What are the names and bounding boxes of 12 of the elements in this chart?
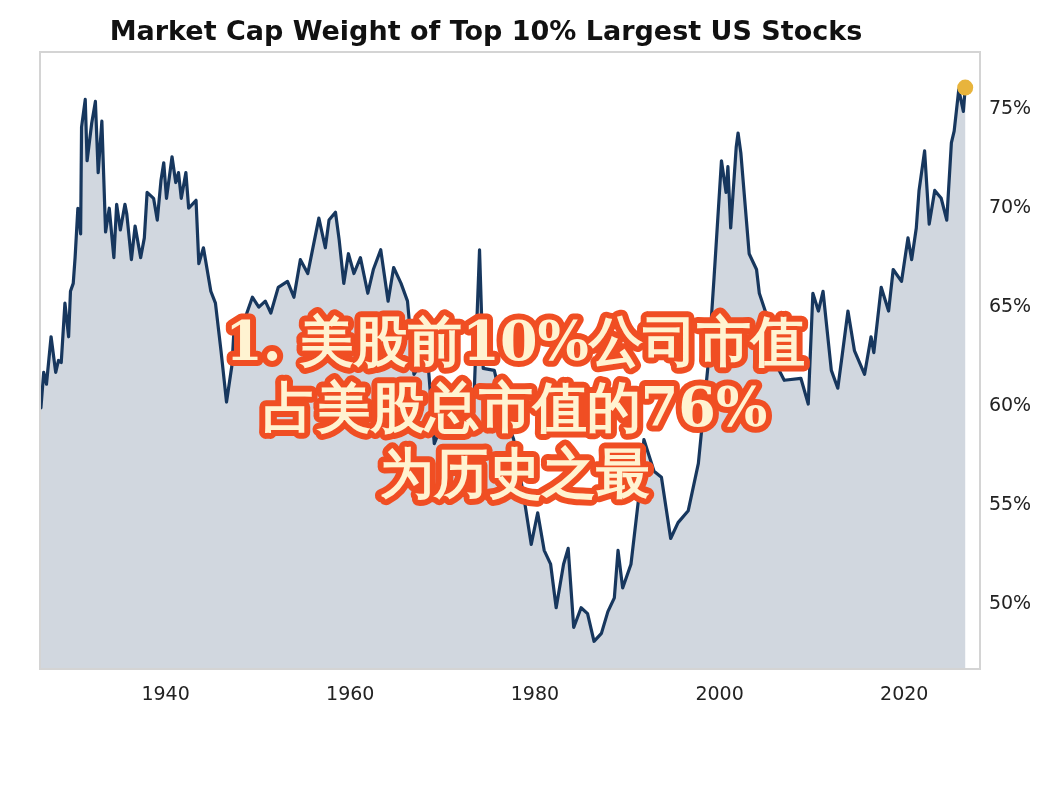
y-tick-label: 50% <box>988 590 1032 613</box>
x-tick-label: 2020 <box>880 682 929 704</box>
y-tick-label: 65% <box>988 294 1032 317</box>
y-tick-label: 70% <box>988 195 1032 218</box>
x-tick-label: 1980 <box>510 682 560 704</box>
x-tick-label: 1960 <box>326 682 375 704</box>
y-tick-label: 75% <box>988 96 1032 119</box>
y-tick-label: 60% <box>988 393 1032 416</box>
x-tick-label: 2000 <box>695 682 744 704</box>
y-tick-label: 55% <box>988 491 1032 514</box>
x-tick-label: 1940 <box>141 682 190 704</box>
chart-title: Market Cap Weight of Top 10% Largest US Stocks <box>109 15 863 46</box>
